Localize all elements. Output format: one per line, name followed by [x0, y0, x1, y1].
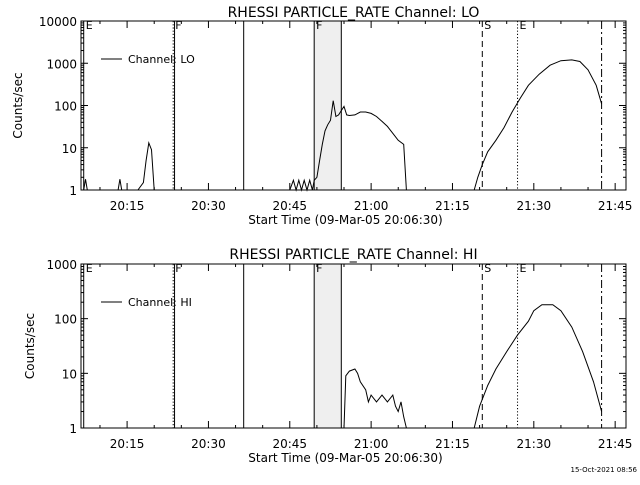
series-line-segment — [343, 368, 407, 429]
y-tick-label: 1000 — [46, 57, 77, 71]
hi-channel-panel: RHESSI PARTICLE_RATE Channel: HI 1 10 100 10… — [23, 247, 632, 465]
legend-label: Channel: HI — [128, 296, 192, 309]
x-tick-label: 20:45 — [272, 437, 307, 451]
series-line-segment — [289, 100, 407, 192]
y-tick-label: 1000 — [46, 258, 77, 272]
x-axis-label: Start Time (09-Mar-05 20:06:30) — [248, 213, 442, 227]
event-marker-label: F — [316, 19, 322, 32]
event-marker-label: E — [520, 262, 527, 275]
chart-title: RHESSI PARTICLE_RATE Channel: HI — [229, 247, 477, 263]
y-tick-label: 100 — [54, 313, 77, 327]
footer-timestamp: 15-Oct-2021 08:56 — [571, 466, 638, 474]
y-axis-label: Counts/sec — [11, 72, 25, 138]
x-tick-label: 21:30 — [517, 437, 552, 451]
x-axis-label: Start Time (09-Mar-05 20:06:30) — [248, 451, 442, 465]
x-tick-label: 21:15 — [435, 199, 470, 213]
event-marker-label: F — [175, 19, 181, 32]
event-marker-label: S — [484, 262, 491, 275]
event-marker-label: F — [316, 262, 322, 275]
x-tick-label: 20:30 — [191, 437, 226, 451]
chart-title: RHESSI PARTICLE_RATE Channel: LO — [228, 5, 480, 21]
x-tick-label: 21:30 — [517, 199, 552, 213]
y-tick-label: 10 — [62, 367, 77, 381]
legend-label: Channel: LO — [128, 53, 195, 66]
plot-frame — [80, 20, 627, 191]
x-tick-label: 20:15 — [110, 199, 145, 213]
series-line-segment — [473, 59, 603, 191]
event-marker-label: E — [86, 262, 93, 275]
y-tick-label: 1 — [69, 184, 77, 198]
series-line-segment — [117, 179, 123, 191]
lo-channel-panel: RHESSI PARTICLE_RATE Channel: LO 1 10 100 10… — [11, 5, 632, 227]
x-tick-label: 21:45 — [598, 199, 633, 213]
series-line-segment — [83, 179, 88, 191]
event-marker-label: E — [86, 19, 93, 32]
shaded-interval — [314, 264, 342, 428]
series-line-segment — [137, 141, 155, 191]
x-tick-label: 21:00 — [354, 437, 389, 451]
y-tick-label: 100 — [54, 100, 77, 114]
x-tick-label: 20:15 — [110, 437, 145, 451]
x-tick-label: 21:00 — [354, 199, 389, 213]
x-tick-label: 21:45 — [598, 437, 633, 451]
shaded-interval — [314, 21, 342, 190]
plot-frame — [80, 263, 627, 429]
x-tick-label: 20:30 — [191, 199, 226, 213]
x-tick-label: 20:45 — [272, 199, 307, 213]
y-axis-label: Counts/sec — [23, 313, 37, 379]
series-line-segment — [473, 304, 603, 429]
event-marker-label: E — [520, 19, 527, 32]
y-tick-label: 10000 — [39, 15, 77, 29]
x-tick-label: 21:15 — [435, 437, 470, 451]
event-marker-label: S — [484, 19, 491, 32]
y-tick-label: 10 — [62, 142, 77, 156]
y-tick-label: 1 — [69, 422, 77, 436]
event-marker-label: F — [175, 262, 181, 275]
